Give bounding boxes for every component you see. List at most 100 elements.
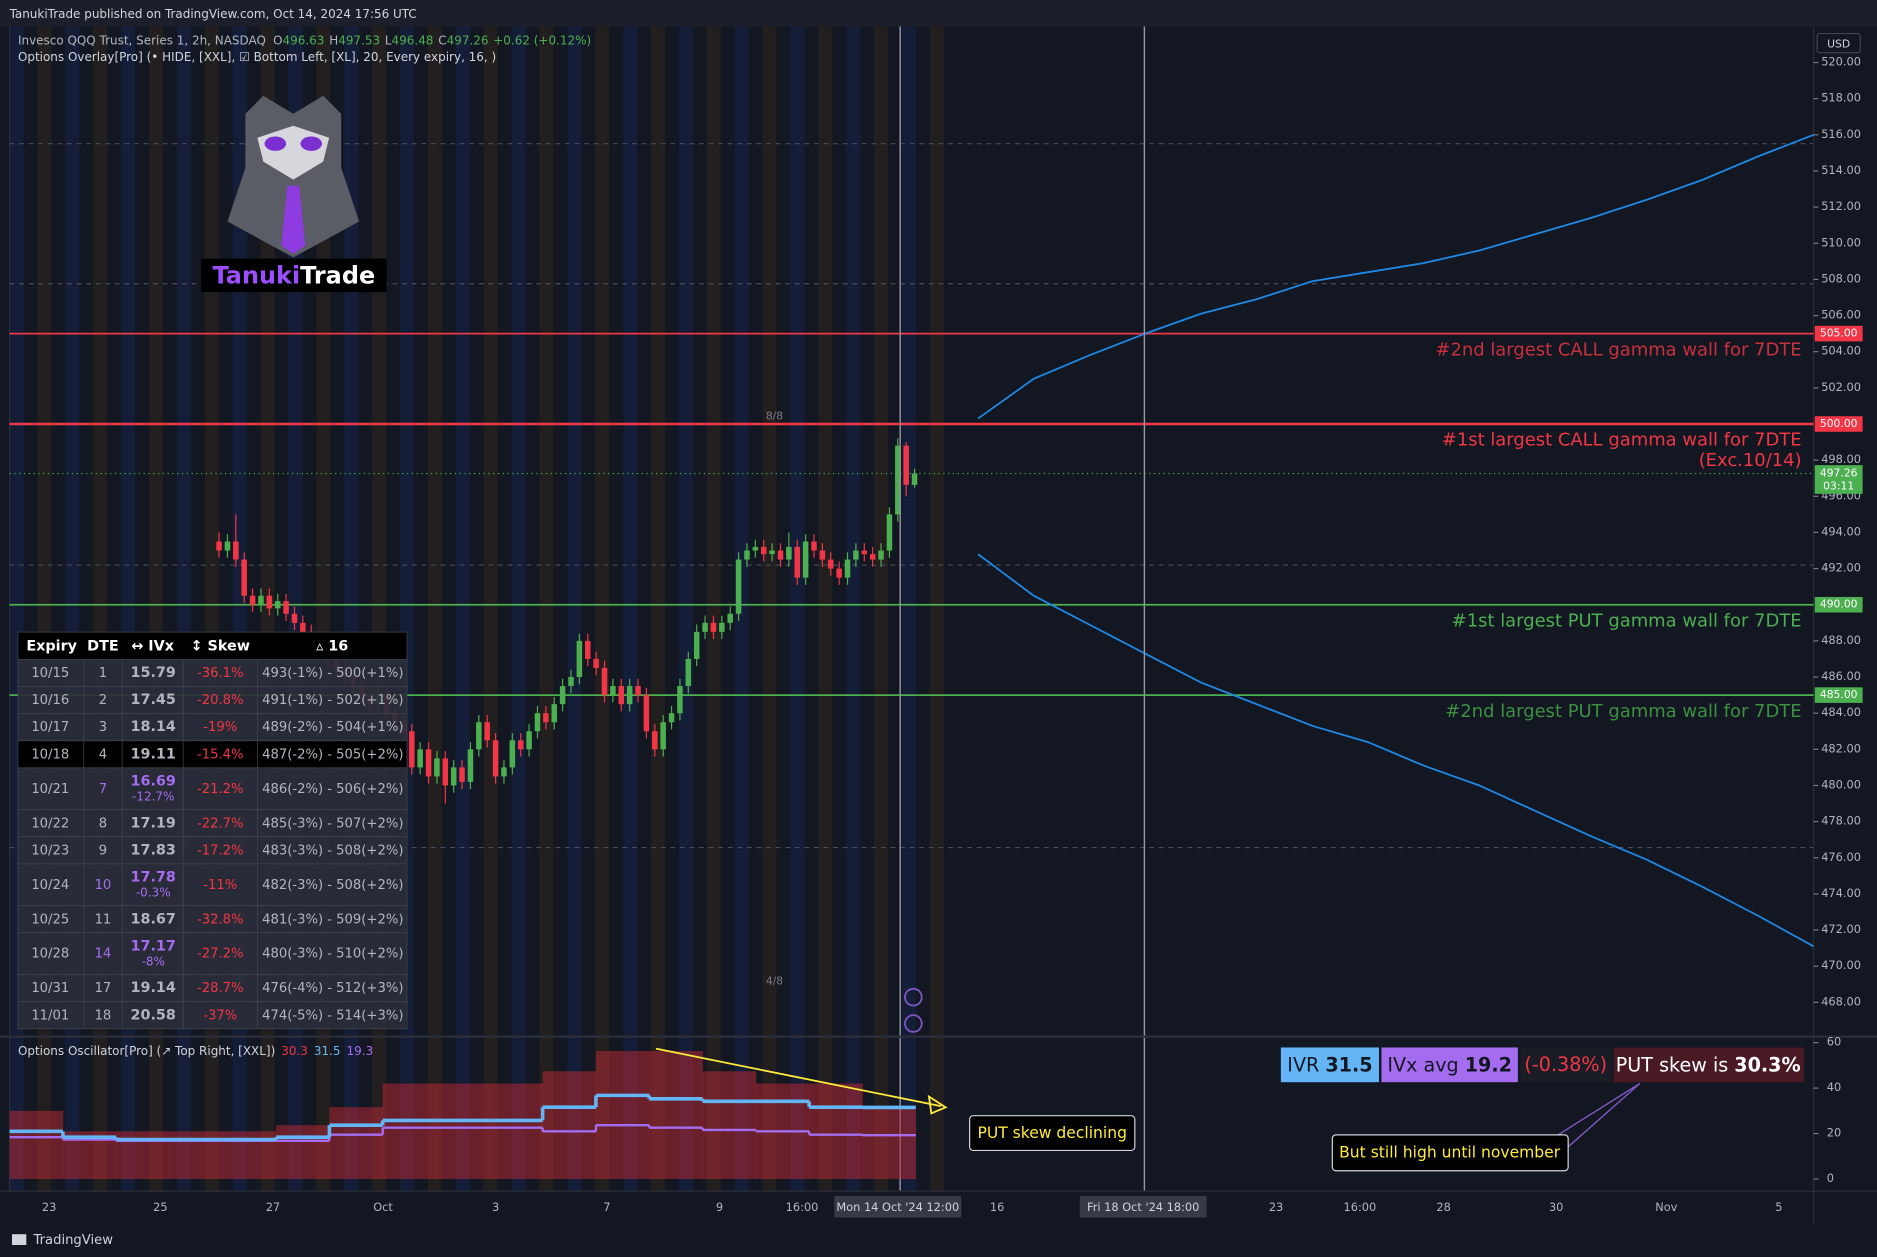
x-tick-label: 23 <box>1269 1200 1283 1214</box>
column-header: Expiry <box>26 638 77 654</box>
x-tick-label: 30 <box>1549 1200 1563 1214</box>
ivx: 17.83 <box>131 842 176 858</box>
stripe <box>902 26 916 1192</box>
footer-brand: TradingView <box>33 1233 114 1248</box>
skew: -32.8% <box>197 912 244 927</box>
x-tick-label: Fri 18 Oct '24 18:00 <box>1087 1200 1199 1214</box>
ivx: 17.78 <box>131 870 176 886</box>
oscillator: 0 20 40 60 <box>9 1035 1841 1185</box>
candle-body <box>224 541 231 551</box>
strike-range: 474(-5%) - 514(+3%) <box>262 1008 403 1023</box>
expiry: 10/31 <box>31 981 69 996</box>
y-tick-label: 480.00 <box>1821 777 1861 791</box>
dte: 18 <box>95 1008 112 1023</box>
expiry: 10/25 <box>31 912 69 927</box>
expiry: 10/28 <box>31 947 69 962</box>
stripe <box>595 26 610 1192</box>
candle-body <box>233 541 239 560</box>
candle-body <box>425 749 432 777</box>
dte: 14 <box>95 947 112 962</box>
stripe <box>930 26 944 1192</box>
oscillator-legend: Options Oscillator[Pro] (↗ Top Right, [X… <box>18 1044 373 1058</box>
stripe <box>678 26 693 1192</box>
x-tick-label: 27 <box>266 1200 280 1214</box>
logo-text: TanukiTrade <box>213 262 376 290</box>
candle-body <box>593 658 599 668</box>
strike-range: 480(-3%) - 510(+2%) <box>262 947 403 962</box>
symbol-legend: Invesco QQQ Trust, Series 1, 2h, NASDAQ O… <box>18 33 591 47</box>
y-tick-label: 486.00 <box>1821 669 1861 683</box>
price-tag <box>1814 596 1863 613</box>
stripe <box>818 26 833 1192</box>
candle-body <box>693 631 700 659</box>
skew: -15.4% <box>197 747 244 762</box>
x-tick-label: 25 <box>153 1200 167 1214</box>
candle-body <box>442 758 449 786</box>
candle-body <box>786 546 792 560</box>
candle-body <box>903 445 909 485</box>
stripe <box>762 26 777 1192</box>
currency-box <box>1816 32 1861 54</box>
badge: (-0.38%) <box>1524 1053 1607 1076</box>
readout: 19.3 <box>347 1044 374 1058</box>
strike-range: 486(-2%) - 506(+2%) <box>262 782 403 797</box>
dte: 2 <box>99 693 107 708</box>
dte: 1 <box>99 666 107 681</box>
strike-range: 485(-3%) - 507(+2%) <box>262 816 403 831</box>
badge-value: 19.2 <box>1465 1053 1512 1076</box>
ivx: 17.19 <box>131 815 176 831</box>
stripe <box>623 26 638 1192</box>
ivx: 17.17 <box>131 939 176 955</box>
y-tick-label: 488.00 <box>1821 633 1861 647</box>
strike-range: 489(-2%) - 504(+1%) <box>262 720 403 735</box>
quote-key: H <box>329 33 338 47</box>
expiry: 10/16 <box>31 693 69 708</box>
event-icon[interactable] <box>904 1014 923 1033</box>
strike-range: 476(-4%) - 512(+3%) <box>262 981 403 996</box>
logo-eye <box>264 136 287 151</box>
footer-bar <box>0 1223 1877 1257</box>
candle-body <box>828 559 834 569</box>
expected-move-line <box>977 133 1814 420</box>
candle-body <box>836 568 842 578</box>
skew: -27.2% <box>197 947 244 962</box>
price-axis: 520.00 518.00 516.00 514.00 512.00 510.00 508.… <box>1813 32 1863 1008</box>
table-row <box>17 836 408 865</box>
candle-body <box>501 767 507 777</box>
dte: 8 <box>99 816 107 831</box>
candle-body <box>300 622 306 632</box>
price-tag-label: 485.00 <box>1820 688 1858 701</box>
skew-area <box>595 1051 650 1180</box>
price-tag <box>1814 465 1863 494</box>
y-tick-label: 478.00 <box>1821 814 1861 828</box>
stripe <box>539 26 554 1192</box>
candle-body <box>409 731 415 768</box>
candle-body <box>685 658 692 687</box>
candle-body <box>710 622 717 632</box>
column-header: ↕ Skew <box>190 638 250 654</box>
candle-body <box>677 686 683 714</box>
y-tick-label: 494.00 <box>1821 524 1861 538</box>
skew: -37% <box>203 1008 237 1023</box>
time-highlight <box>1079 1195 1207 1218</box>
published-line: TanukiTrade published on TradingView.com… <box>9 7 417 21</box>
strike-range: 481(-3%) - 509(+2%) <box>262 912 403 927</box>
event-icon[interactable] <box>904 987 923 1007</box>
candle-body <box>668 713 675 723</box>
y-tick-label: 492.00 <box>1821 561 1861 575</box>
ivx: 19.14 <box>131 980 176 996</box>
skew-area <box>542 1071 597 1180</box>
countdown: 03:11 <box>1823 480 1854 493</box>
y-tick-label: 508.00 <box>1821 271 1861 285</box>
logo-tie <box>281 185 306 254</box>
candle-body <box>861 550 868 555</box>
candle-body <box>844 559 851 578</box>
skew: -21.2% <box>197 782 244 797</box>
ivx: 18.14 <box>131 719 176 735</box>
badge-value: 30.3% <box>1734 1053 1800 1076</box>
x-tick-label: 23 <box>42 1200 56 1214</box>
y-tick-label: 60 <box>1827 1035 1841 1049</box>
candle-body <box>543 713 549 723</box>
change: +0.62 (+0.12%) <box>493 33 591 47</box>
y-tick-label: 0 <box>1827 1171 1834 1185</box>
